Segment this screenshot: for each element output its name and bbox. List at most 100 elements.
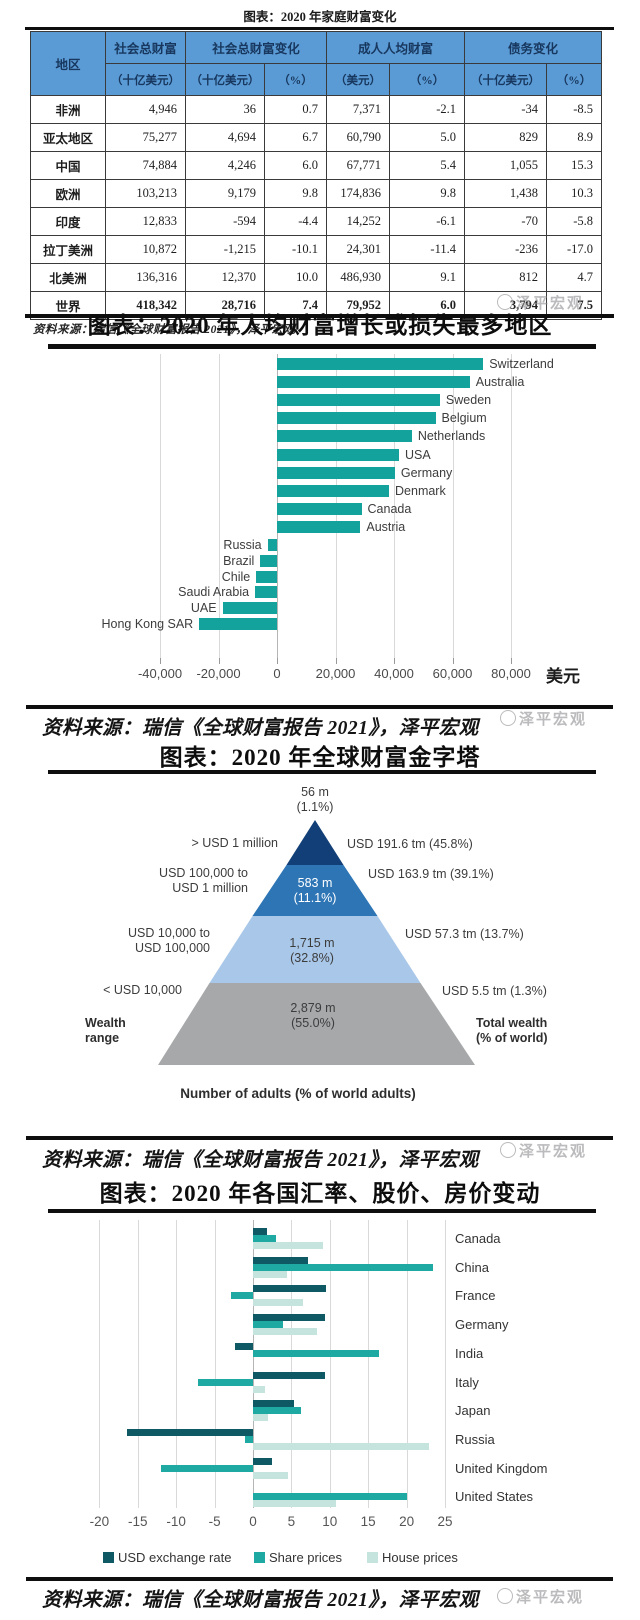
gridline [137,1220,139,1508]
axis-tick-label: -15 [128,1514,148,1529]
gridline [445,1220,446,1508]
value-cell: 60,790 [326,123,390,152]
tier-adults-pct: (55.0%) [291,1016,335,1030]
value-cell: -6.1 [389,207,465,236]
bar-japan-usd-exchange-rate [253,1400,295,1408]
category-label: Chile [221,569,251,584]
table-row: 欧洲 103,213 9,179 9.8 174,836 9.8 1,438 10.3 [30,179,602,208]
value-cell: 1,055 [464,151,547,180]
country-label: Russia [455,1431,495,1447]
axis-tick-label: -20,000 [196,666,241,681]
country-label: Germany [455,1317,509,1333]
country-label: Italy [455,1374,479,1390]
value-cell: 10.0 [264,263,327,292]
table-row: 拉丁美洲 10,872 -1,215 -10.1 24,301 -11.4 -236 -17.… [30,235,602,264]
country-label: India [455,1345,484,1361]
pyramid-tier-3 [209,916,421,983]
axis-tick [511,658,512,664]
value-cell: -594 [185,207,265,236]
tier-wealth-range-line: USD 1 million [172,881,248,895]
region-cell: 印度 [30,207,106,236]
bar-canada-usd-exchange-rate [253,1228,267,1235]
axis-tick [160,658,161,664]
bar-italy-share-prices [198,1378,253,1386]
table-row: 中国 74,884 4,246 6.0 67,771 5.4 1,055 15.3 [30,151,602,180]
bar-switzerland [277,358,484,370]
bar-china-usd-exchange-rate [253,1256,308,1264]
tier-adults-count: 583 m [297,876,333,890]
value-cell: 1,438 [464,179,547,208]
divider [25,314,614,318]
tier-wealth-range-line: USD 100,000 to [159,866,248,880]
tier-adults-count: 1,715 m [289,936,335,950]
tier-adults: 56 m (1.1%) [297,785,334,815]
pyramid-tier-2 [252,865,378,916]
value-cell: -236 [464,235,547,264]
value-cell: 74,884 [105,151,186,180]
tier-total-wealth: USD 191.6 tm (45.8%) [347,837,473,851]
bar-austria [277,520,361,533]
axis-tick-label: -20 [89,1514,110,1529]
tier-adults-pct: (32.8%) [290,951,334,965]
gridline [368,1220,370,1508]
region-cell: 亚太地区 [30,123,106,152]
country-label: Japan [455,1403,491,1419]
value-cell: -11.4 [389,235,465,264]
gridline [218,354,220,658]
bar-japan-share-prices [253,1407,301,1415]
axis-tick [335,658,337,664]
chart2-source: 资料来源：瑞信《全球财富报告 2021》，泽平宏观 [42,1590,479,1611]
legend-label: House prices [382,1550,458,1565]
bar-united-kingdom-share-prices [160,1464,253,1472]
value-cell: 14,252 [326,207,390,236]
value-cell: 4.7 [546,263,602,292]
category-label: Sweden [445,393,492,408]
bar-germany-share-prices [253,1321,283,1329]
category-label: Denmark [395,483,446,498]
table-row: 北美洲 136,316 12,370 10.0 486,930 9.1 812 4.7 [30,263,602,292]
axis-tick-label: 60,000 [432,666,473,681]
category-label: Hong Kong SAR [101,617,194,631]
value-cell: 10.3 [546,179,602,208]
divider [48,770,596,774]
bar-canada-share-prices [253,1235,277,1242]
axis-tick-label: 10 [322,1514,338,1529]
tier-wealth-range-line: USD 100,000 [134,941,210,955]
bar-india-usd-exchange-rate [234,1342,253,1350]
value-cell: 36 [185,95,265,124]
axis-tick-label: 0 [273,666,281,681]
tier-adults-pct: (1.1%) [296,800,334,814]
legend-item: Share prices [254,1550,342,1565]
axis-tick-label: 20,000 [315,666,356,681]
tier-wealth-range-line: < USD 10,000 [103,983,182,997]
value-cell: 15.3 [546,151,602,180]
country-label: United States [455,1489,534,1505]
tier-adults: 583 m (11.1%) [294,876,337,906]
tier-wealth-range-line: USD 10,000 to [128,926,210,940]
value-cell: 67,771 [326,151,390,180]
country-label: China [455,1259,489,1275]
gridline [99,1220,101,1508]
tier-adults: 2,879 m (55.0%) [290,1001,335,1031]
bar-australia [277,376,470,389]
bar-russia [267,539,277,551]
bar-russia-house-prices [253,1442,429,1450]
region-cell: 非洲 [30,95,106,124]
table-sub-header: （%） [546,63,602,96]
bar-denmark [277,484,390,497]
value-cell: 174,836 [326,179,390,208]
gridline [291,1220,293,1508]
category-label: Saudi Arabia [178,585,250,600]
axis-tick-label: -5 [208,1514,221,1529]
axis-tick-label: -40,000 [137,666,183,681]
bar-canada [277,502,362,515]
wealth-pyramid [158,820,475,1065]
pyramid-axis-left: Wealth range [85,1016,126,1045]
watermark: 泽平宏观 [497,1586,584,1607]
legend-swatch [254,1552,265,1563]
bar-france-share-prices [231,1292,253,1300]
chart1-unit: 美元 [546,667,580,686]
pyramid-axis-right: Total wealth (% of world) [476,1016,548,1045]
axis-tick-label: 15 [360,1514,376,1529]
